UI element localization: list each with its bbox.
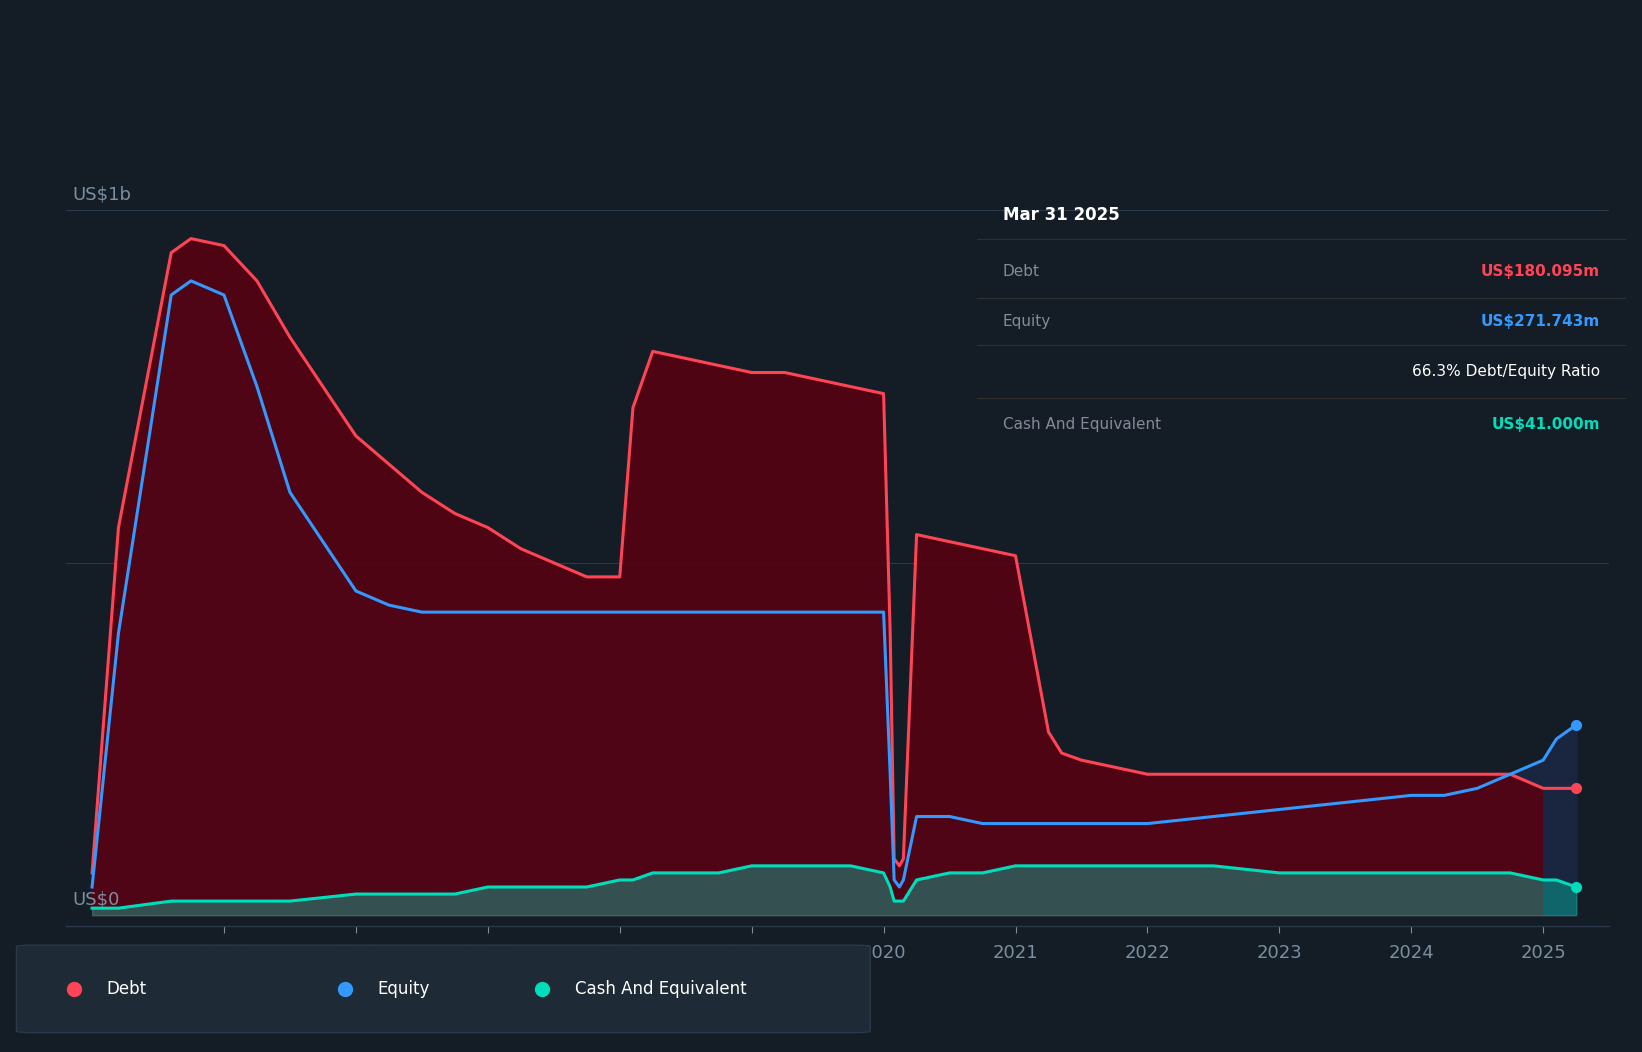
- Text: Equity: Equity: [1003, 313, 1051, 329]
- FancyBboxPatch shape: [16, 945, 870, 1033]
- Text: Mar 31 2025: Mar 31 2025: [1003, 206, 1120, 224]
- Text: Debt: Debt: [107, 979, 146, 998]
- Text: Cash And Equivalent: Cash And Equivalent: [575, 979, 747, 998]
- Text: US$41.000m: US$41.000m: [1491, 417, 1599, 432]
- Text: US$1b: US$1b: [72, 185, 131, 203]
- Text: US$0: US$0: [72, 890, 120, 908]
- Text: Cash And Equivalent: Cash And Equivalent: [1003, 417, 1161, 432]
- Text: Debt: Debt: [1003, 264, 1039, 279]
- Text: US$271.743m: US$271.743m: [1481, 313, 1599, 329]
- Text: Equity: Equity: [378, 979, 430, 998]
- Text: 66.3% Debt/Equity Ratio: 66.3% Debt/Equity Ratio: [1412, 364, 1599, 379]
- Text: US$180.095m: US$180.095m: [1481, 264, 1599, 279]
